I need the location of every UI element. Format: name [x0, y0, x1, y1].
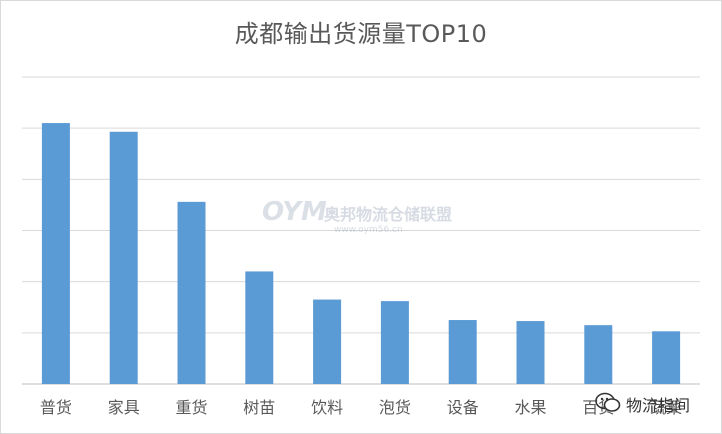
- watermark-logo: OYM: [262, 197, 327, 227]
- bar-5: [380, 301, 409, 384]
- watermark-text: 奥邦物流仓储联盟: [324, 205, 453, 224]
- bar-8: [584, 325, 613, 384]
- x-tick-label: 蔬菜: [650, 398, 682, 417]
- x-tick-label: 设备: [447, 398, 479, 417]
- x-tick-label: 水果: [514, 398, 546, 417]
- x-tick-label: 普货: [40, 398, 72, 417]
- bar-0: [41, 123, 70, 385]
- x-tick-label: 泡货: [379, 398, 411, 417]
- badge-text: 物流指间: [626, 396, 691, 415]
- source-badge: 物流指间: [592, 388, 718, 418]
- bar-7: [516, 321, 545, 384]
- bar-3: [245, 271, 274, 384]
- x-tick-label: 饮料: [311, 398, 343, 417]
- x-tick-label: 重货: [175, 398, 207, 417]
- bar-4: [313, 299, 342, 384]
- x-tick-label: 家具: [108, 398, 140, 417]
- bar-6: [448, 320, 477, 384]
- bar-1: [109, 131, 138, 384]
- bar-2: [177, 201, 206, 384]
- bar-9: [652, 331, 681, 384]
- watermark-url: www.oym56.cn: [334, 225, 403, 235]
- x-tick-label: 树苗: [243, 398, 275, 417]
- chart-title: 成都输出货源量TOP10: [234, 20, 488, 48]
- watermark: OYM 奥邦物流仓储联盟 www.oym56.cn: [262, 195, 462, 241]
